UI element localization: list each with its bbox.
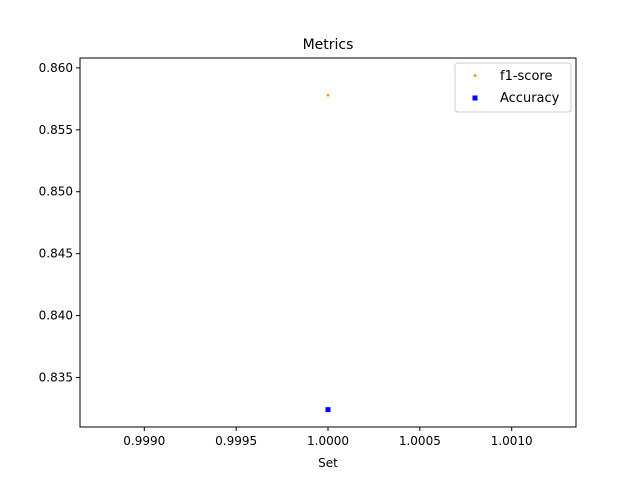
legend-box <box>454 62 572 113</box>
y-tick-label: 0.850 <box>39 185 73 199</box>
x-axis-ticks: 0.9990 0.9995 1.0000 1.0005 1.0010 <box>123 427 533 448</box>
x-axis-label: Set <box>318 456 338 470</box>
y-tick-label: 0.860 <box>39 61 73 75</box>
x-tick-label: 0.9995 <box>215 434 257 448</box>
x-tick-label: 1.0005 <box>399 434 441 448</box>
y-tick-label: 0.840 <box>39 309 73 323</box>
y-tick-label: 0.855 <box>39 123 73 137</box>
legend-f1-score-marker <box>473 74 477 77</box>
legend-f1-score-label: f1-score <box>500 69 552 84</box>
x-tick-label: 0.9990 <box>123 434 165 448</box>
plot-area-frame <box>79 57 577 428</box>
chart-title: Metrics <box>303 37 354 53</box>
accuracy-point <box>325 407 331 413</box>
x-tick-label: 1.0010 <box>491 434 533 448</box>
f1-score-point <box>326 93 330 97</box>
y-tick-label: 0.845 <box>39 247 73 261</box>
x-tick-label: 1.0000 <box>307 434 349 448</box>
legend: f1-score Accuracy <box>454 62 572 113</box>
legend-accuracy-label: Accuracy <box>500 91 560 106</box>
legend-accuracy-marker <box>472 95 478 101</box>
y-tick-label: 0.835 <box>39 370 73 384</box>
y-axis-ticks: 0.835 0.840 0.845 0.850 0.855 0.860 <box>39 61 80 384</box>
data-points <box>325 93 331 413</box>
